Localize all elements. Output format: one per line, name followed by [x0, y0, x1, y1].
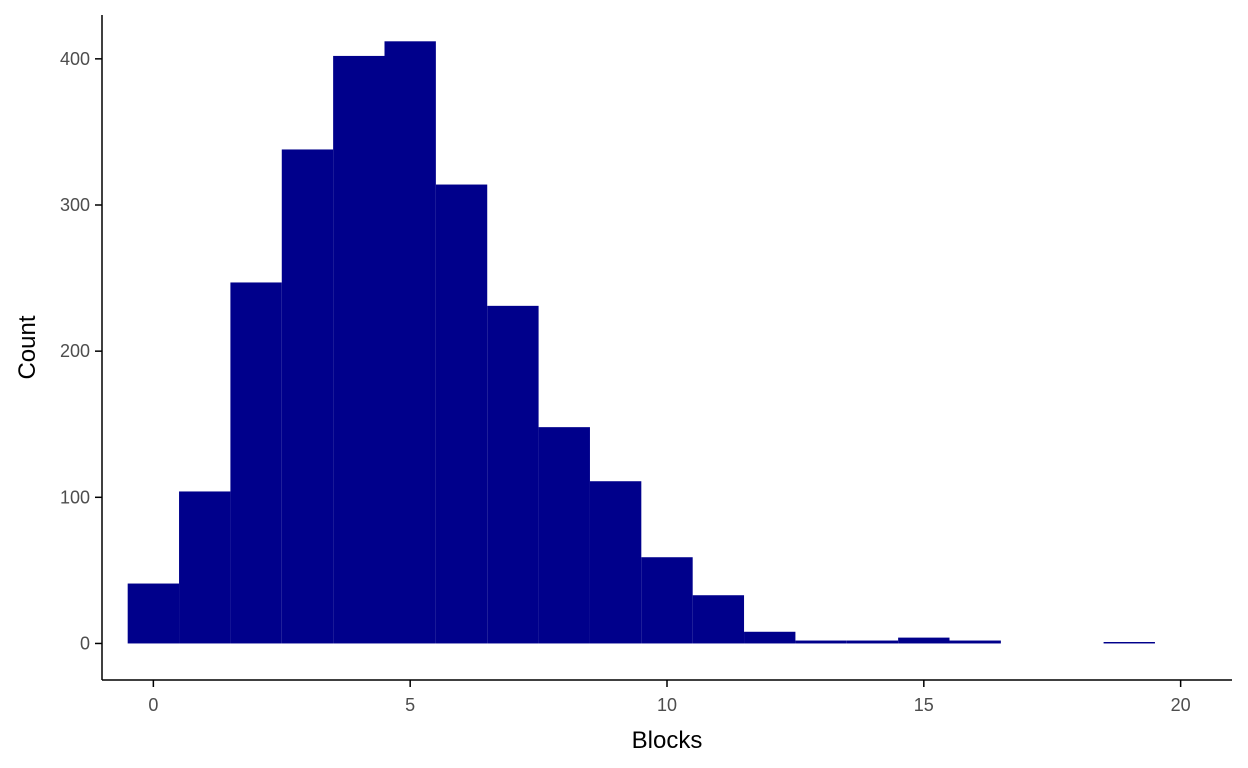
- y-tick-label-200: 200: [60, 341, 90, 361]
- y-tick-label-100: 100: [60, 487, 90, 507]
- y-tick-label-0: 0: [80, 633, 90, 653]
- histogram-bar-16: [949, 640, 1001, 644]
- histogram-bar-12: [744, 631, 796, 644]
- y-axis-title: Count: [14, 315, 41, 379]
- x-tick-label-10: 10: [657, 695, 677, 715]
- histogram-bar-8: [538, 427, 590, 644]
- histogram-bar-1: [179, 491, 231, 644]
- x-tick-label-15: 15: [914, 695, 934, 715]
- histogram-bar-10: [641, 557, 693, 644]
- y-tick-label-300: 300: [60, 195, 90, 215]
- histogram-bar-7: [487, 305, 539, 644]
- histogram-bar-3: [281, 149, 334, 644]
- histogram-bar-19: [1103, 642, 1155, 644]
- histogram-bar-4: [333, 55, 385, 644]
- x-tick-label-0: 0: [148, 695, 158, 715]
- y-ticks-group: 0 100 200 300 400: [60, 49, 102, 653]
- histogram-bar-6: [435, 184, 488, 644]
- bars-group: [127, 41, 1155, 644]
- histogram-bar-2: [230, 282, 282, 644]
- x-tick-label-5: 5: [405, 695, 415, 715]
- histogram-bar-13: [795, 640, 847, 644]
- x-tick-label-20: 20: [1171, 695, 1191, 715]
- histogram-bar-0: [127, 583, 180, 644]
- histogram-bar-9: [589, 481, 642, 644]
- histogram-bar-14: [846, 640, 899, 644]
- x-axis-title: Blocks: [632, 727, 703, 754]
- histogram-bar-5: [384, 41, 436, 644]
- x-ticks-group: 0 5 10 15 20: [148, 680, 1191, 715]
- histogram-bar-15: [898, 637, 950, 644]
- histogram-bar-11: [692, 595, 745, 644]
- y-tick-label-400: 400: [60, 49, 90, 69]
